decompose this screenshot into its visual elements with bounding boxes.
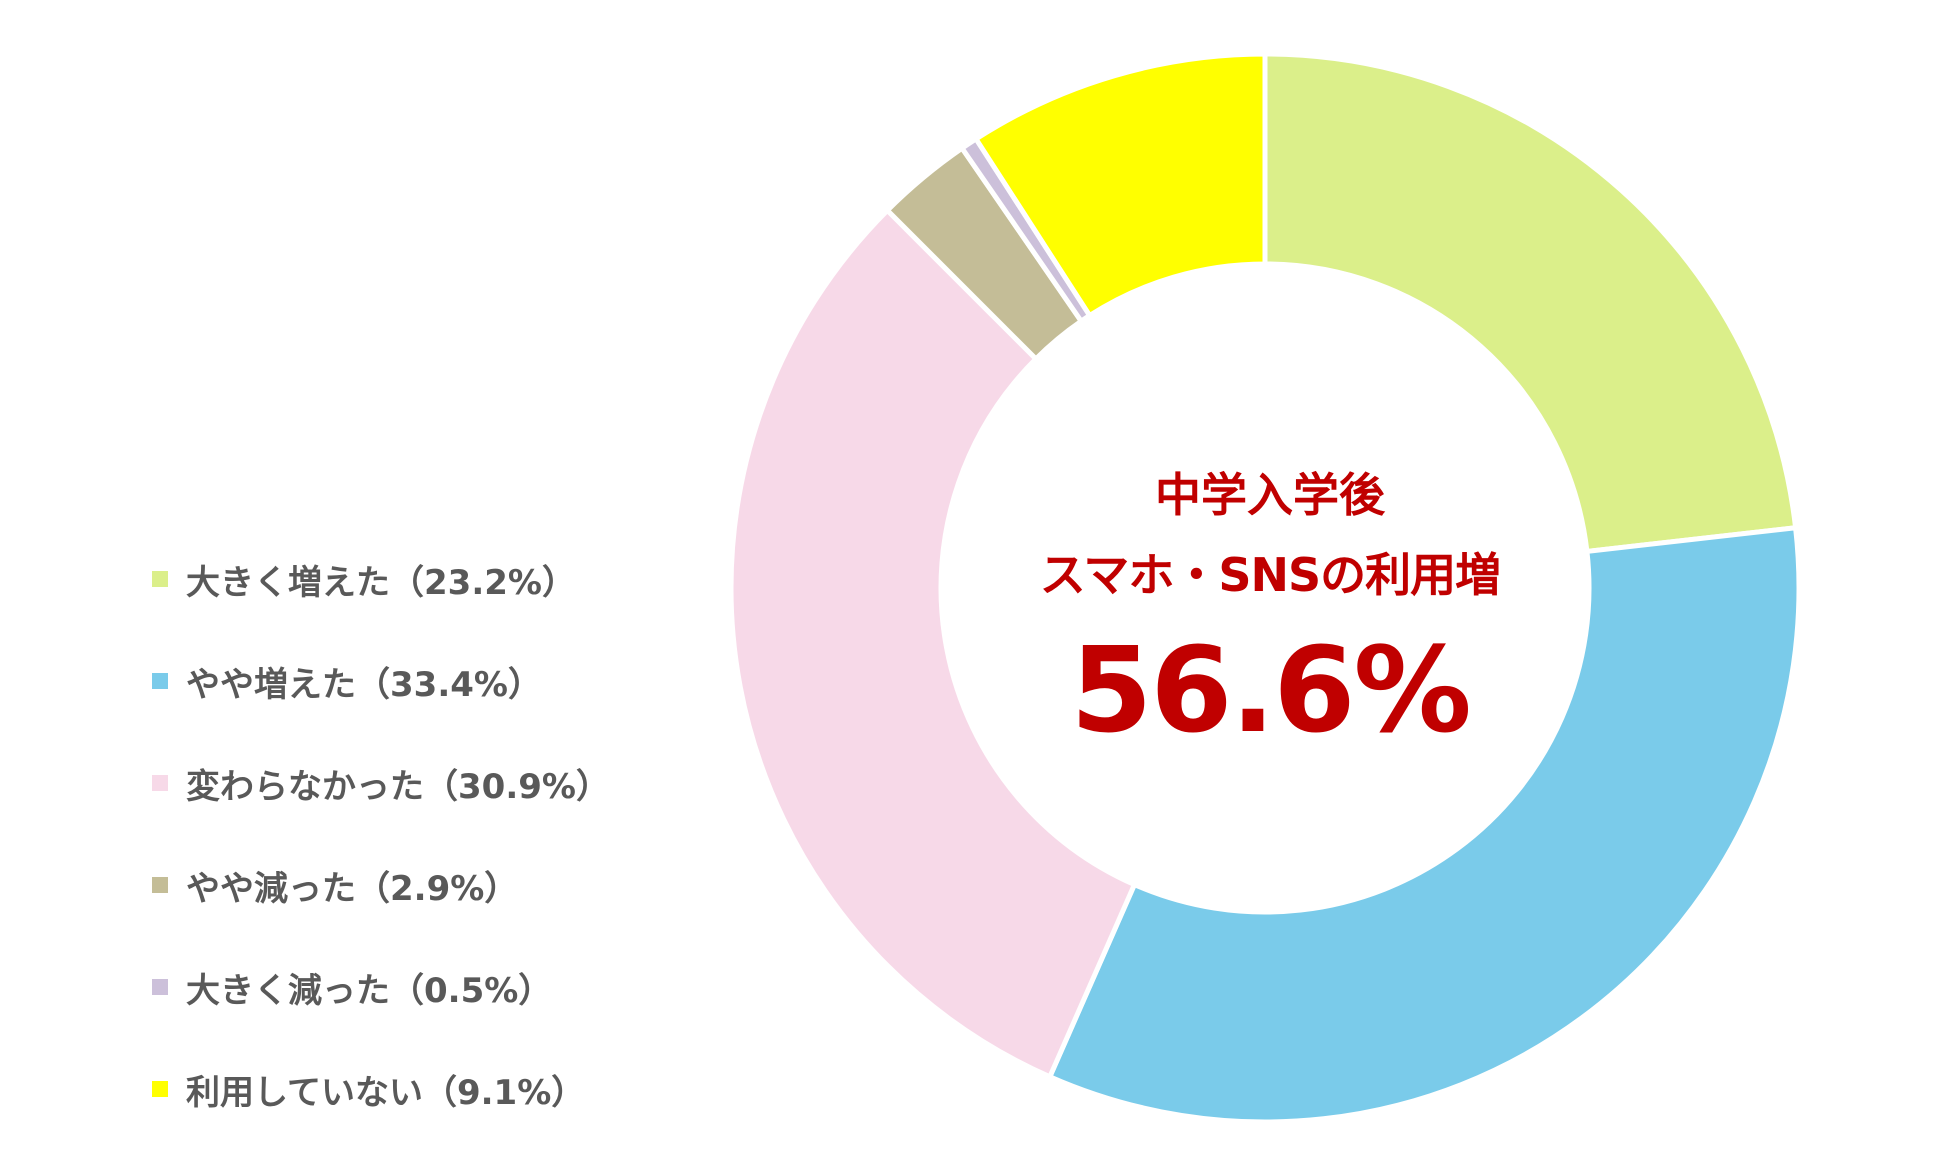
chart-legend: 大きく増えた（23.2%） やや増えた（33.4%） 変わらなかった（30.9%… — [152, 528, 610, 1140]
legend-item: やや減った（2.9%） — [152, 834, 610, 936]
legend-item: 変わらなかった（30.9%） — [152, 732, 610, 834]
legend-item: 利用していない（9.1%） — [152, 1038, 610, 1140]
center-heading: 中学入学後 — [1155, 468, 1385, 522]
legend-label: 大きく減った（0.5%） — [186, 970, 553, 1011]
legend-label: 利用していない（9.1%） — [186, 1072, 586, 1113]
legend-swatch — [152, 877, 168, 893]
legend-label: 大きく増えた（23.2%） — [186, 562, 576, 603]
legend-label: やや増えた（33.4%） — [186, 664, 542, 705]
legend-label: やや減った（2.9%） — [186, 868, 519, 909]
donut-slice-6 — [972, 51, 1268, 319]
donut-slices — [728, 51, 1802, 1125]
legend-swatch — [152, 571, 168, 587]
legend-item: 大きく減った（0.5%） — [152, 936, 610, 1038]
center-value: 56.6% — [1070, 621, 1471, 759]
donut-slice-2 — [1046, 524, 1802, 1125]
legend-item: やや増えた（33.4%） — [152, 630, 610, 732]
legend-swatch — [152, 979, 168, 995]
legend-item: 大きく増えた（23.2%） — [152, 528, 610, 630]
legend-swatch — [152, 1081, 168, 1097]
center-subheading: スマホ・SNSの利用増 — [1039, 548, 1501, 602]
legend-swatch — [152, 673, 168, 689]
legend-label: 変わらなかった（30.9%） — [186, 766, 610, 807]
donut-slice-1 — [1262, 51, 1799, 555]
donut-slice-3 — [728, 206, 1138, 1081]
legend-swatch — [152, 775, 168, 791]
donut-center-label: 中学入学後 スマホ・SNSの利用増 56.6% — [930, 455, 1610, 765]
